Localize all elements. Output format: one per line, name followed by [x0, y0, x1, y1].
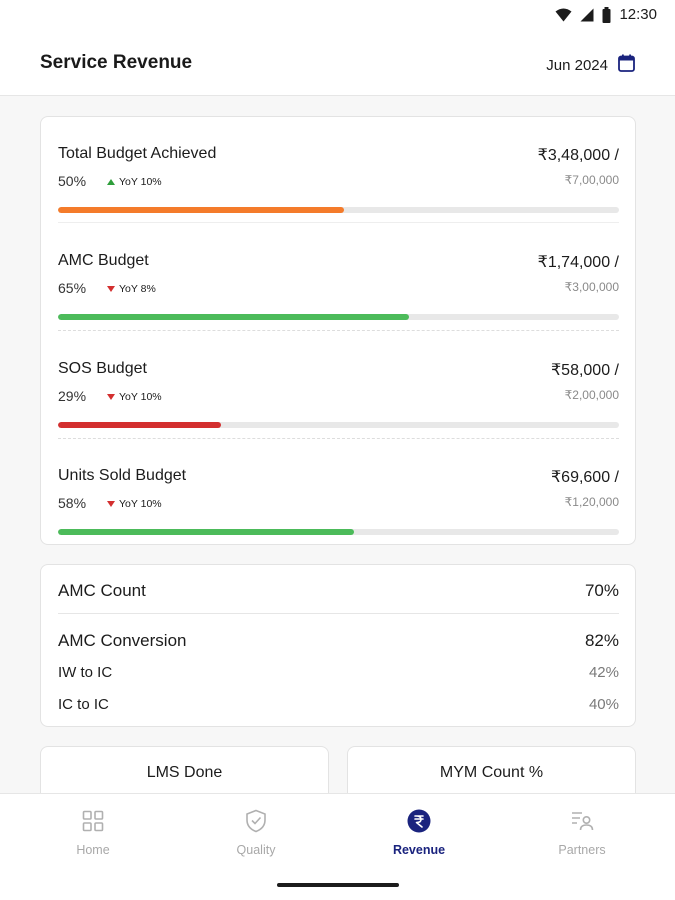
budget-row-units[interactable]: Units Sold Budget ₹69,600 / 58% YoY 10% … [58, 448, 619, 548]
budget-percent: 58% [58, 495, 87, 511]
yoy-badge: YoY 8% [100, 278, 163, 299]
amc-count-label: AMC Count [58, 581, 146, 600]
budget-title: SOS Budget [58, 360, 147, 377]
yoy-label: YoY 10% [119, 497, 162, 510]
app-bar: Service Revenue Jun 2024 [0, 30, 675, 96]
amc-count-value: 70% [584, 581, 619, 600]
budget-card: Total Budget Achieved ₹3,48,000 / 50% Yo… [40, 116, 636, 545]
mym-count-title: MYM Count % [439, 764, 544, 781]
lms-done-title: LMS Done [146, 764, 223, 781]
signal-icon [580, 8, 594, 22]
progress-bar [58, 529, 619, 535]
amc-card: AMC Count 70% AMC Conversion 82% IW to I… [40, 564, 636, 727]
budget-title: Units Sold Budget [58, 467, 187, 484]
nav-label: Partners [558, 843, 606, 857]
trend-down-icon [107, 500, 115, 507]
progress-fill [58, 529, 354, 535]
budget-target: ₹1,20,000 [564, 495, 619, 509]
wifi-icon [555, 8, 572, 22]
shield-check-icon [243, 808, 269, 834]
progress-bar [58, 422, 619, 428]
budget-row-amc[interactable]: AMC Budget ₹1,74,000 / 65% YoY 8% ₹3,00,… [58, 233, 619, 333]
budget-row-sos[interactable]: SOS Budget ₹58,000 / 29% YoY 10% ₹2,00,0… [58, 341, 619, 441]
partners-icon [569, 808, 595, 834]
ic-to-ic-label: IC to IC [58, 696, 109, 713]
status-bar: 12:30 [0, 0, 675, 30]
budget-target: ₹7,00,000 [564, 173, 619, 187]
page-title: Service Revenue [40, 52, 193, 73]
budget-amount: ₹58,000 / [550, 362, 619, 379]
budget-amount: ₹1,74,000 / [537, 254, 619, 271]
nav-partners[interactable]: Partners [522, 808, 642, 857]
nav-quality[interactable]: Quality [196, 808, 316, 857]
divider [58, 613, 619, 614]
divider [58, 222, 619, 223]
status-icons: 12:30 [555, 6, 657, 23]
trend-down-icon [107, 285, 115, 292]
iw-to-ic-label: IW to IC [58, 664, 113, 681]
month-label: Jun 2024 [546, 56, 608, 74]
battery-icon [602, 6, 611, 23]
divider [58, 330, 619, 331]
progress-fill [58, 314, 409, 320]
amc-conversion-row: AMC Conversion 82% [58, 631, 619, 651]
nav-label: Revenue [392, 843, 446, 857]
grid-icon [80, 808, 106, 834]
iw-to-ic-value: 42% [588, 664, 619, 681]
ic-to-ic-row: IC to IC 40% [58, 696, 619, 713]
budget-title: Total Budget Achieved [58, 145, 217, 162]
month-picker[interactable]: Jun 2024 [546, 54, 635, 76]
budget-amount: ₹69,600 / [550, 469, 619, 486]
progress-bar [58, 314, 619, 320]
yoy-badge: YoY 10% [100, 493, 169, 514]
nav-revenue[interactable]: Revenue [359, 808, 479, 857]
budget-target: ₹2,00,000 [564, 388, 619, 402]
budget-row-total[interactable]: Total Budget Achieved ₹3,48,000 / 50% Yo… [58, 126, 619, 226]
amc-conversion-label: AMC Conversion [58, 631, 187, 650]
budget-percent: 29% [58, 388, 87, 404]
nav-label: Quality [236, 843, 276, 857]
rupee-icon [406, 808, 432, 834]
divider [58, 438, 619, 439]
progress-fill [58, 422, 221, 428]
yoy-badge: YoY 10% [100, 386, 169, 407]
trend-down-icon [107, 393, 115, 400]
progress-bar [58, 207, 619, 213]
amc-count-row: AMC Count 70% [58, 581, 619, 601]
progress-fill [58, 207, 345, 213]
budget-percent: 50% [58, 173, 87, 189]
trend-up-icon [107, 178, 115, 185]
amc-conversion-value: 82% [584, 631, 619, 650]
yoy-label: YoY 8% [119, 282, 156, 295]
yoy-badge: YoY 10% [100, 171, 169, 192]
budget-percent: 65% [58, 280, 87, 296]
budget-target: ₹3,00,000 [564, 280, 619, 294]
budget-amount: ₹3,48,000 / [537, 147, 619, 164]
yoy-label: YoY 10% [119, 175, 162, 188]
status-time: 12:30 [619, 6, 657, 23]
ic-to-ic-value: 40% [588, 696, 619, 713]
nav-home[interactable]: Home [33, 808, 153, 857]
calendar-icon[interactable] [618, 54, 635, 76]
budget-title: AMC Budget [58, 252, 149, 269]
nav-label: Home [76, 843, 110, 857]
bottom-nav: Home Quality Revenue Partners [0, 793, 675, 900]
home-indicator[interactable] [277, 883, 399, 887]
iw-to-ic-row: IW to IC 42% [58, 664, 619, 681]
yoy-label: YoY 10% [119, 390, 162, 403]
